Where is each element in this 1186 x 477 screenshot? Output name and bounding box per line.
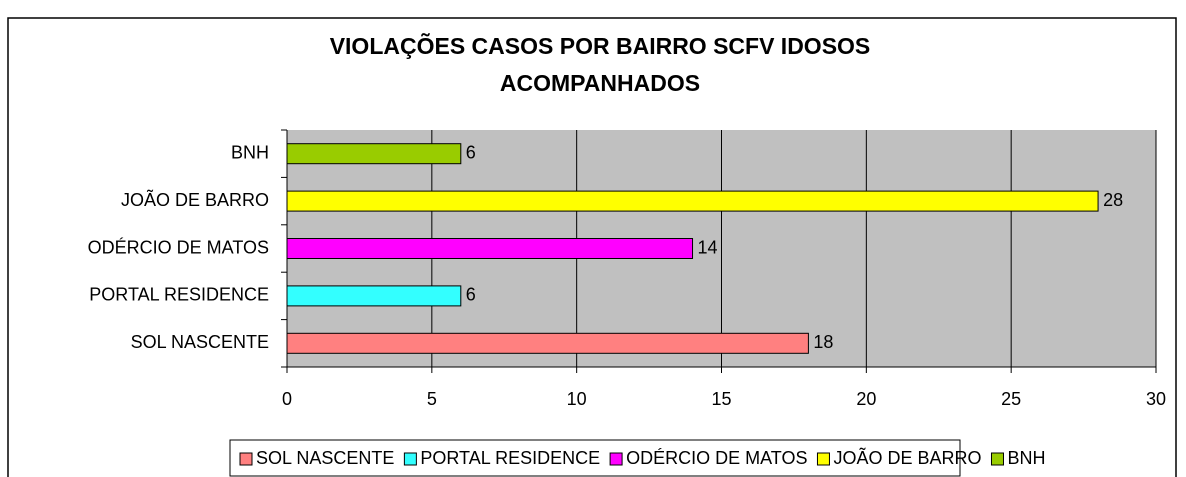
x-tick-label: 5 (427, 389, 437, 409)
x-tick-label: 10 (567, 389, 587, 409)
bar (286, 190, 1099, 212)
legend-swatch (403, 452, 417, 466)
legend-label: ODÉRCIO DE MATOS (626, 448, 807, 468)
legend-box (229, 439, 961, 477)
y-tick-label: JOÃO DE BARRO (121, 189, 269, 210)
bar (286, 143, 462, 165)
bar (286, 285, 462, 307)
bar (286, 238, 694, 259)
x-tick-label: 25 (1001, 389, 1021, 409)
y-tick-label: BNH (231, 142, 269, 162)
value-label: 28 (1103, 190, 1123, 210)
legend-swatch (609, 452, 623, 466)
x-tick-label: 30 (1146, 389, 1166, 409)
y-tick-label: PORTAL RESIDENCE (89, 285, 269, 305)
y-tick-label: ODÉRCIO DE MATOS (88, 237, 269, 257)
legend-label: BNH (1007, 448, 1045, 468)
value-label: 14 (698, 237, 718, 257)
x-tick-label: 15 (711, 389, 731, 409)
y-tick-label: SOL NASCENTE (131, 332, 269, 352)
chart-title: VIOLAÇÕES CASOS POR BAIRRO SCFV IDOSOS (330, 32, 871, 59)
x-tick-label: 20 (856, 389, 876, 409)
value-label: 6 (466, 285, 476, 305)
legend-label: PORTAL RESIDENCE (420, 448, 600, 468)
value-label: 18 (813, 332, 833, 352)
legend-label: JOÃO DE BARRO (833, 447, 981, 468)
value-label: 6 (466, 142, 476, 162)
legend-swatch (990, 452, 1004, 466)
legend-swatch (816, 452, 830, 466)
legend-swatch (239, 452, 253, 466)
legend-label: SOL NASCENTE (256, 448, 394, 468)
chart-title: ACOMPANHADOS (500, 70, 700, 96)
bar (286, 332, 809, 354)
x-tick-label: 0 (282, 389, 292, 409)
